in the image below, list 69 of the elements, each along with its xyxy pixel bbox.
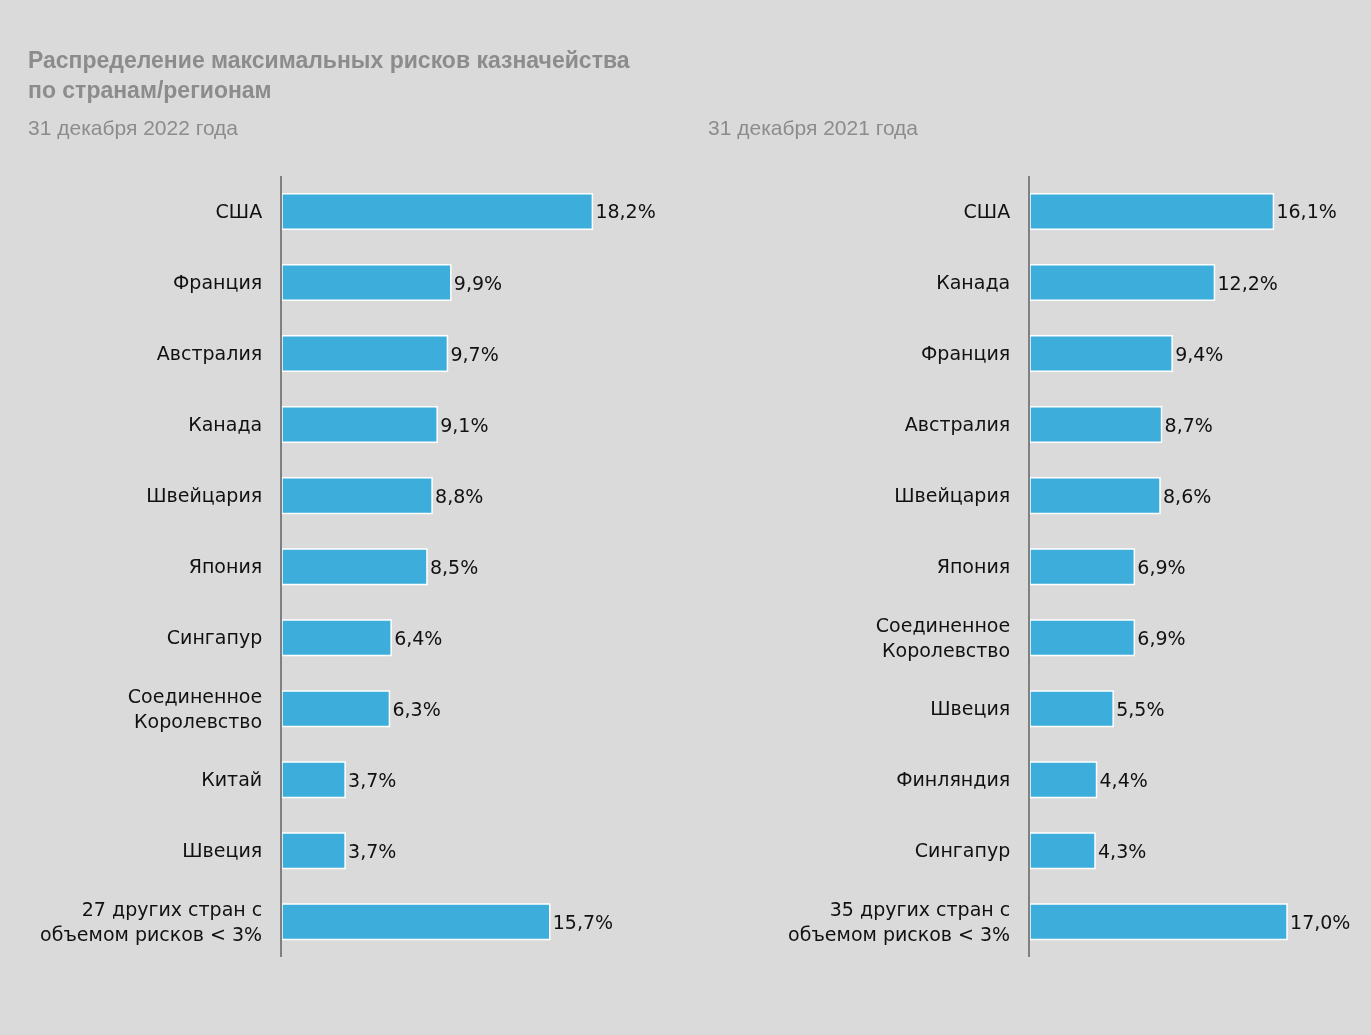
bar [1030,903,1288,941]
bar [1030,192,1275,230]
bar [282,477,433,515]
y-tick-label: 35 других стран с объемом рисков < 3% [788,898,1011,945]
y-tick-label: Соединенное Королевство [127,685,263,732]
data-label: 3,7% [348,839,397,862]
bar [282,548,428,586]
data-label: 4,4% [1099,768,1148,791]
data-label: 12,2% [1217,271,1278,294]
bar [1030,761,1098,799]
data-label: 5,5% [1116,697,1165,720]
y-tick-label: Япония [936,555,1011,578]
bar [282,264,452,302]
y-tick-label: Соединенное Королевство [875,614,1011,661]
y-tick-label: США [215,200,263,223]
bar [1030,690,1114,728]
data-label: 9,4% [1175,342,1224,365]
data-label: 4,3% [1098,839,1147,862]
data-label: 6,3% [392,697,441,720]
y-tick-label: Австралия [156,342,263,365]
bar [1030,548,1136,586]
bar [1030,832,1096,870]
y-tick-label: Сингапур [914,839,1011,862]
y-tick-label: Финляндия [896,768,1011,791]
y-tick-label: Китай [201,768,263,791]
y-tick-label: Япония [188,555,263,578]
data-label: 9,7% [450,342,499,365]
y-tick-label: Сингапур [166,626,263,649]
y-tick-label: Швеция [930,697,1011,720]
y-tick-label: Франция [921,342,1011,365]
bar [282,192,594,230]
y-tick-label: США [963,200,1011,223]
data-label: 8,8% [435,484,484,507]
bar [1030,406,1163,444]
y-tick-label: Швейцария [146,484,263,507]
y-tick-label: Швейцария [894,484,1011,507]
data-label: 9,9% [453,271,503,294]
y-tick-label: Канада [188,413,263,436]
y-tick-label: Канада [936,271,1011,294]
bar [282,406,438,444]
bar [282,619,392,657]
data-label: 18,2% [595,200,656,223]
y-tick-label: Франция [173,271,263,294]
y-tick-label: 27 других стран с объемом рисков < 3% [40,898,263,945]
data-label: 6,9% [1137,626,1186,649]
data-label: 15,7% [552,910,614,933]
data-label: 8,7% [1164,413,1213,436]
data-label: 17,0% [1290,910,1351,933]
text: 31 декабря 2021 года [708,116,919,139]
bar [1030,619,1136,657]
chart-subtitle: 31 декабря 2022 года [28,116,239,139]
data-label: 8,6% [1163,484,1212,507]
bar [282,335,449,373]
y-tick-label: Швеция [182,839,263,862]
data-label: 6,4% [394,626,443,649]
bar [282,761,346,799]
bar [1030,264,1216,302]
y-tick-label: Австралия [904,413,1011,436]
data-label: 9,1% [440,413,489,436]
data-label: 3,7% [348,768,397,791]
bar [1030,477,1161,515]
bar [282,690,391,728]
chart-title: Распределение максимальных рисков казначейства по странам/регионам [28,47,630,103]
data-label: 16,1% [1276,200,1337,223]
data-label: 6,9% [1137,555,1186,578]
data-label: 8,5% [429,555,479,578]
bar [1030,335,1173,373]
bar [282,903,551,941]
bar [282,832,346,870]
